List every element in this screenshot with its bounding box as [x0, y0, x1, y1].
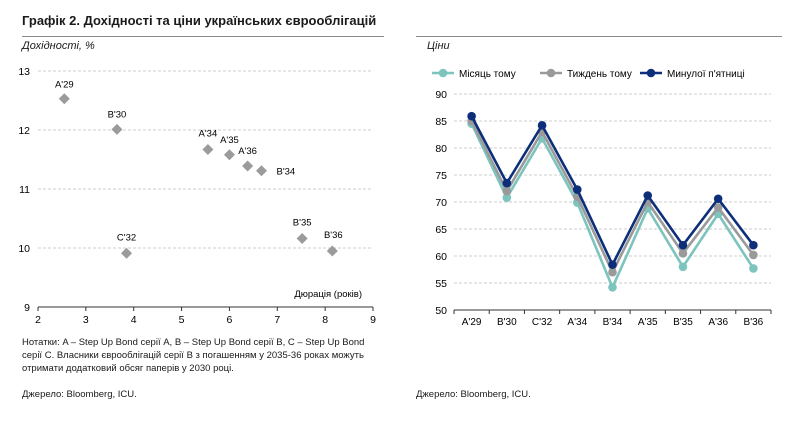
data-point-label: A'35 — [220, 135, 239, 146]
right-source-text: Джерело: Bloomberg, ICU. — [416, 389, 531, 400]
notes-line-1: Нотатки: A – Step Up Bond серії A, B – S… — [22, 337, 365, 348]
series-point — [678, 240, 688, 250]
series-point — [502, 193, 512, 202]
series-point — [502, 178, 512, 188]
series-point — [749, 250, 758, 260]
data-point-marker — [242, 160, 254, 172]
data-point-marker — [111, 123, 123, 135]
y-tick-label: 11 — [19, 184, 30, 196]
data-point-marker — [255, 165, 267, 177]
data-point-label: C'32 — [117, 232, 136, 243]
x-tick-label: 5 — [179, 314, 185, 326]
y-tick-label: 60 — [435, 251, 447, 263]
series-point — [537, 121, 547, 130]
page-title: Графік 2. Дохідності та ціни українських… — [22, 13, 377, 28]
x-axis-label: Дюрація (років) — [294, 289, 362, 300]
y-tick-label: 70 — [435, 197, 447, 209]
notes-text: Нотатки: A – Step Up Bond серії A, B – S… — [22, 336, 392, 375]
data-point-marker — [223, 149, 235, 161]
legend-label: Місяць тому — [459, 69, 516, 80]
y-tick-label: 75 — [435, 170, 447, 182]
series-point — [713, 194, 723, 204]
series-point — [713, 203, 723, 212]
series-point — [572, 185, 582, 194]
data-point-label: A'29 — [55, 80, 74, 91]
legend-label: Тиждень тому — [567, 69, 632, 80]
series-point — [749, 264, 758, 273]
series-point — [643, 191, 653, 200]
data-point-label: B'36 — [324, 230, 343, 241]
x-tick-label: 3 — [83, 314, 89, 326]
x-tick-label: B'36 — [744, 317, 764, 328]
x-tick-label: B'35 — [673, 317, 693, 328]
right-y-axis-label: Ціни — [427, 40, 450, 52]
y-tick-label: 80 — [435, 143, 447, 155]
x-tick-label: C'32 — [532, 317, 553, 328]
y-tick-label: 55 — [435, 278, 447, 290]
series-point — [502, 186, 512, 196]
data-point-marker — [58, 93, 70, 105]
x-tick-label: 2 — [35, 314, 41, 326]
x-tick-label: B'30 — [497, 317, 517, 328]
y-tick-label: 65 — [435, 224, 447, 236]
data-point-label: A'36 — [238, 146, 257, 157]
series-point — [678, 249, 688, 258]
notes-line-3: отримати додатковий обсяг паперів у 2030… — [22, 363, 234, 374]
x-tick-label: A'36 — [708, 317, 728, 328]
price-line-chart: 50 55 60 65 70 75 80 85 90 A'29 B'30 C'32 A'34 B'34 A'… — [432, 68, 772, 328]
data-point-marker — [296, 233, 308, 245]
series-point — [608, 267, 617, 277]
x-tick-label: 7 — [274, 314, 280, 326]
legend-marker — [646, 68, 656, 78]
series-point — [467, 111, 476, 121]
series-line — [470, 120, 755, 274]
x-tick-label: A'35 — [638, 317, 658, 328]
data-point-label: B'35 — [293, 218, 312, 229]
yield-scatter-chart: 9 10 11 12 13 2 3 4 5 6 7 8 9 Дюрація (років) A'29 B'30… — [18, 66, 376, 326]
left-header-divider — [22, 36, 384, 37]
series-point — [678, 262, 688, 272]
data-point-marker — [326, 245, 338, 257]
legend-label: Минулої п'ятниці — [667, 69, 745, 80]
notes-line-2: серії C. Власники єврооблігацій серії B … — [22, 350, 364, 361]
x-tick-label: B'34 — [603, 317, 623, 328]
left-source-text: Джерело: Bloomberg, ICU. — [22, 389, 137, 400]
legend-marker — [438, 68, 448, 78]
left-y-axis-label: Дохідності, % — [22, 40, 95, 52]
data-point-marker — [121, 247, 133, 259]
y-tick-label: 85 — [435, 116, 447, 128]
y-tick-label: 10 — [18, 243, 30, 255]
x-tick-label: 9 — [370, 314, 376, 326]
x-tick-label: A'34 — [567, 317, 587, 328]
right-header-divider — [416, 36, 782, 37]
series-point — [608, 260, 617, 269]
y-tick-label: 50 — [435, 305, 447, 317]
y-tick-label: 90 — [435, 89, 447, 101]
x-tick-label: 4 — [131, 314, 137, 326]
y-tick-label: 9 — [24, 302, 30, 314]
series-point — [608, 283, 617, 292]
x-tick-label: A'29 — [462, 317, 482, 328]
y-tick-label: 12 — [18, 125, 30, 137]
data-point-label: B'34 — [276, 167, 295, 178]
x-tick-label: 8 — [322, 314, 328, 326]
data-point-label: A'34 — [199, 128, 218, 139]
series-line — [470, 115, 755, 266]
y-tick-label: 13 — [18, 66, 30, 78]
x-tick-label: 6 — [227, 314, 233, 326]
data-point-marker — [202, 143, 214, 155]
legend-marker — [546, 68, 556, 78]
series-point — [749, 240, 758, 250]
data-point-label: B'30 — [108, 109, 127, 120]
